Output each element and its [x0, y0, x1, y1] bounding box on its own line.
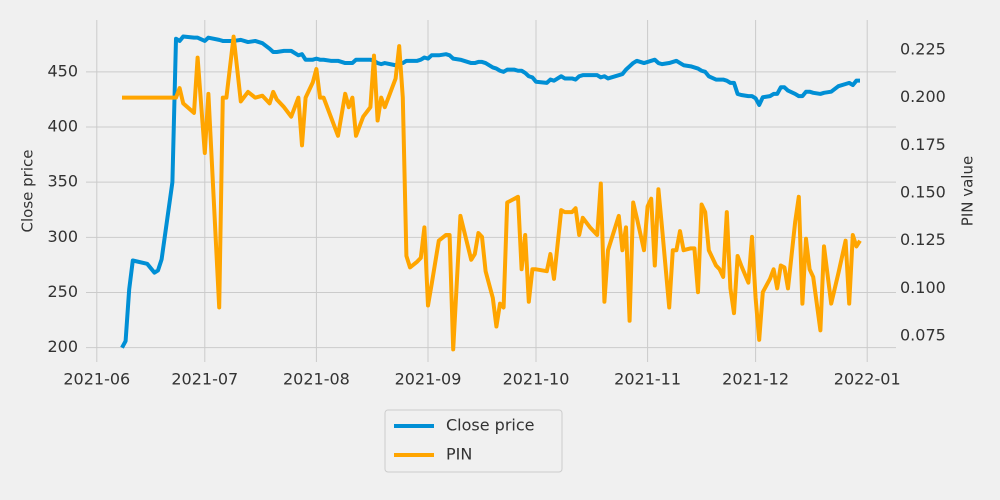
y2-tick-label: 0.225	[900, 39, 946, 58]
x-tick-label: 2021-06	[63, 370, 130, 389]
line-series	[120, 34, 860, 349]
y2-tick-label: 0.150	[900, 183, 946, 202]
y2-tick-label: 0.075	[900, 326, 946, 345]
y2-axis-label: PIN value	[959, 156, 977, 226]
y-axis-label: Close price	[19, 150, 37, 233]
x-tick-label: 2021-12	[722, 370, 789, 389]
x-tick-label: 2021-11	[614, 370, 681, 389]
y-tick-label: 400	[47, 117, 78, 136]
legend-label: PIN	[446, 445, 472, 464]
y2-tick-label: 0.125	[900, 230, 946, 249]
x-tick-label: 2021-08	[283, 370, 350, 389]
x-tick-label: 2021-09	[395, 370, 462, 389]
y-tick-label: 450	[47, 61, 78, 80]
x-tick-label: 2021-10	[503, 370, 570, 389]
y-tick-label: 300	[47, 227, 78, 246]
y2-tick-label: 0.200	[900, 87, 946, 106]
x-tick-label: 2022-01	[834, 370, 901, 389]
y-tick-label: 350	[47, 172, 78, 191]
x-tick-label: 2021-07	[171, 370, 238, 389]
y-tick-label: 200	[47, 337, 78, 356]
line-series	[122, 34, 862, 352]
y-tick-label: 250	[47, 282, 78, 301]
y2-tick-label: 0.175	[900, 135, 946, 154]
y2-tick-label: 0.100	[900, 278, 946, 297]
legend-label: Close price	[446, 416, 535, 435]
